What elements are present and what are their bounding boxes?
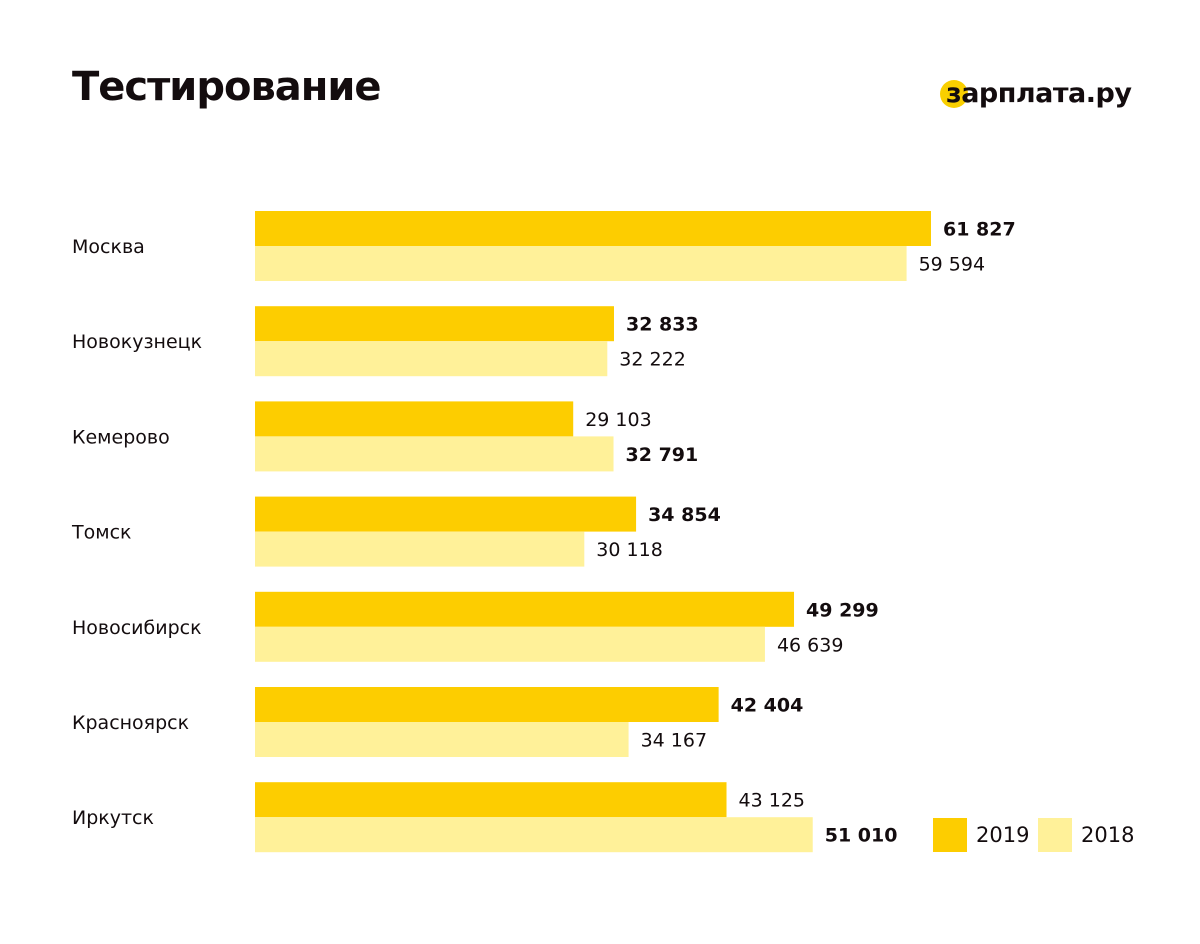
legend-swatch-2018: [1038, 818, 1072, 852]
legend-swatch-2019: [933, 818, 967, 852]
bar-2018: [255, 531, 585, 567]
bar-2018: [255, 626, 765, 662]
bar-2019: [255, 306, 614, 342]
bar-2019: [255, 687, 719, 722]
bar-2018: [255, 436, 614, 472]
data-label-2018: 51 010: [825, 825, 898, 847]
bar-2019: [255, 211, 931, 246]
logo-dot-icon: [940, 80, 968, 108]
category-label: Иркутск: [72, 807, 154, 829]
data-label-2018: 32 791: [626, 444, 699, 466]
data-label-2019: 32 833: [626, 314, 699, 336]
category-label: Томск: [71, 522, 132, 544]
legend-label-2018: 2018: [1081, 823, 1135, 847]
bar-2018: [255, 341, 608, 377]
data-label-2018: 32 222: [619, 349, 685, 371]
bar-2018: [255, 817, 813, 853]
data-label-2019: 42 404: [731, 695, 804, 717]
category-label: Красноярск: [72, 712, 189, 734]
data-label-2019: 34 854: [648, 504, 721, 526]
data-label-2019: 49 299: [806, 599, 879, 621]
chart-title: Тестирование: [72, 64, 382, 110]
category-label: Новосибирск: [72, 617, 202, 639]
bar-2018: [255, 246, 907, 281]
legend-label-2019: 2019: [976, 823, 1030, 847]
bar-2019: [255, 401, 574, 437]
category-label: Кемерово: [72, 426, 170, 448]
legend-item-2018: 2018: [1038, 817, 1134, 853]
data-label-2018: 59 594: [919, 254, 985, 276]
bar-2018: [255, 722, 629, 757]
data-label-2019: 29 103: [585, 409, 651, 431]
bar-2019: [255, 496, 637, 532]
bar-2019: [255, 591, 795, 627]
data-label-2019: 61 827: [943, 219, 1016, 241]
logo-text: зарплата.ру: [946, 77, 1132, 109]
category-label: Москва: [72, 236, 145, 258]
data-label-2018: 30 118: [596, 539, 662, 561]
bar-2019: [255, 782, 727, 818]
data-label-2018: 34 167: [641, 730, 707, 752]
category-label: Новокузнецк: [72, 331, 202, 353]
data-label-2018: 46 639: [777, 634, 843, 656]
brand-logo: зарплата.ру: [940, 76, 1132, 110]
data-label-2019: 43 125: [739, 790, 805, 812]
legend-item-2019: 2019: [933, 817, 1029, 853]
